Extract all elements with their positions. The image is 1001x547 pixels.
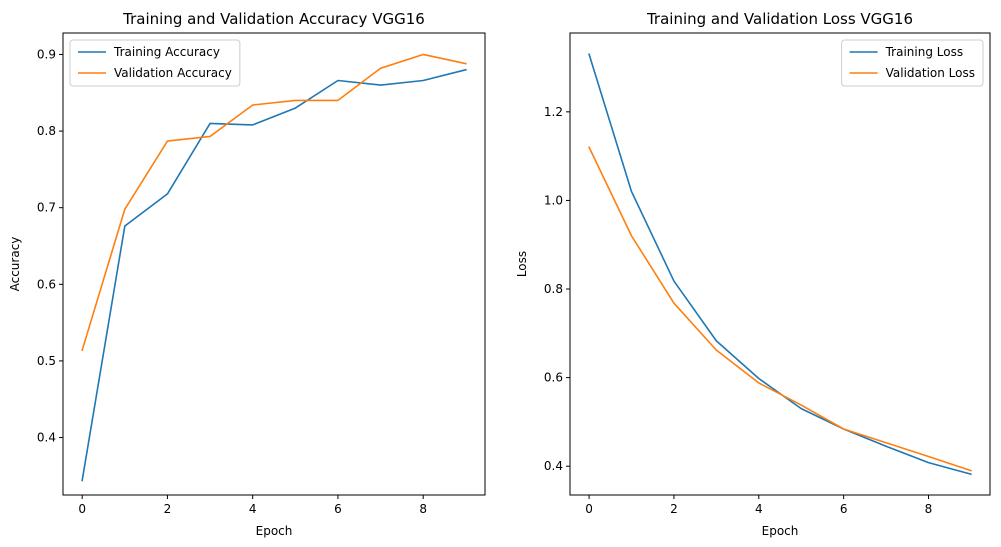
loss-x-tick-label-1: 2 <box>670 502 678 516</box>
loss-y-tick-label-0: 0.4 <box>544 459 563 473</box>
accuracy-x-tick-label-0: 0 <box>78 502 86 516</box>
accuracy-y-tick-label-4: 0.8 <box>37 124 56 138</box>
loss-legend-label-1: Validation Loss <box>886 66 975 80</box>
loss-x-tick-label-2: 4 <box>755 502 763 516</box>
accuracy-legend-label-0: Training Accuracy <box>113 45 220 59</box>
accuracy-chart-title: Training and Validation Accuracy VGG16 <box>122 10 425 28</box>
accuracy-x-tick-label-1: 2 <box>164 502 172 516</box>
accuracy-y-tick-label-5: 0.9 <box>37 47 56 61</box>
accuracy-series-line-0 <box>81 68 467 482</box>
accuracy-x-tick-label-4: 8 <box>419 502 427 516</box>
accuracy-y-tick-label-1: 0.5 <box>37 354 56 368</box>
loss-chart-title: Training and Validation Loss VGG16 <box>646 10 913 28</box>
accuracy-legend: Training Accuracy Validation Accuracy <box>69 39 241 87</box>
accuracy-x-tick-label-3: 6 <box>334 502 342 516</box>
accuracy-x-axis-label: Epoch <box>256 524 293 538</box>
loss-y-tick-label-3: 1.0 <box>544 193 563 207</box>
loss-series-line-1 <box>588 146 972 472</box>
accuracy-axes-frame <box>62 32 486 496</box>
loss-x-tick-label-4: 8 <box>925 502 933 516</box>
loss-legend-label-0: Training Loss <box>885 45 963 59</box>
loss-y-tick-label-1: 0.6 <box>544 371 563 385</box>
accuracy-x-tick-label-2: 4 <box>249 502 257 516</box>
loss-y-tick-label-2: 0.8 <box>544 282 563 296</box>
accuracy-y-tick-label-0: 0.4 <box>37 431 56 445</box>
accuracy-y-tick-label-2: 0.6 <box>37 277 56 291</box>
loss-x-tick-label-3: 6 <box>840 502 848 516</box>
loss-chart: 0 2 4 6 8 0.4 0.6 0.8 1.0 1.2 Training and Validat… <box>515 10 991 538</box>
loss-x-tick-label-0: 0 <box>585 502 593 516</box>
accuracy-chart: 0 2 4 6 8 0.4 0.5 0.6 0.7 0.8 0.9 Training and Vali… <box>8 10 486 538</box>
accuracy-y-tick-label-3: 0.7 <box>37 201 56 215</box>
accuracy-series-line-1 <box>81 53 467 352</box>
loss-axes-frame <box>569 32 991 496</box>
accuracy-legend-label-1: Validation Accuracy <box>114 66 232 80</box>
loss-x-axis-label: Epoch <box>762 524 799 538</box>
accuracy-y-axis-label: Accuracy <box>8 237 22 292</box>
accuracy-legend-box <box>69 39 241 87</box>
loss-y-axis-label: Loss <box>515 251 529 277</box>
loss-legend: Training Loss Validation Loss <box>841 39 984 87</box>
loss-y-tick-label-4: 1.2 <box>544 105 563 119</box>
